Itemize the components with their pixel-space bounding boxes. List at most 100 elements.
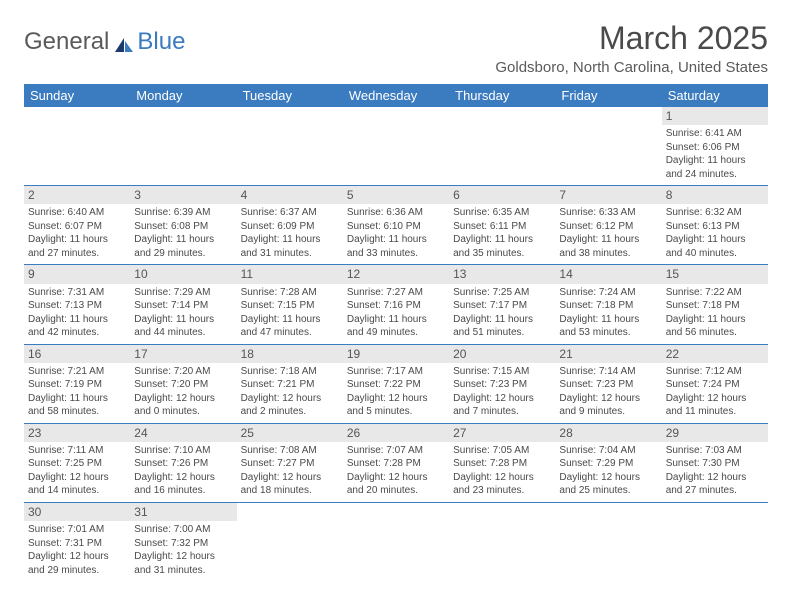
day-cell: 27Sunrise: 7:05 AMSunset: 7:28 PMDayligh… [449,424,555,502]
day-cell: 17 Sunrise: 7:20 AMSunset: 7:20 PMDayligh… [130,345,236,423]
day-cell: 22Sunrise: 7:12 AMSunset: 7:24 PMDayligh… [662,345,768,423]
day-cell: 10Sunrise: 7:29 AMSunset: 7:14 PMDayligh… [130,265,236,343]
empty-cell [449,107,555,185]
day-number: 7 [555,186,661,204]
day-info: Sunrise: 7:20 AMSunset: 7:20 PMDaylight:… [134,365,232,419]
day-number: 6 [449,186,555,204]
empty-cell [555,503,661,581]
day-cell: 29 Sunrise: 7:03 AMSunset: 7:30 PMDayligh… [662,424,768,502]
logo-text-2: Blue [137,28,185,56]
day-info: Sunrise: 7:07 AMSunset: 7:28 PMDaylight:… [347,444,445,498]
day-cell: 5Sunrise: 6:36 AMSunset: 6:10 PMDaylight… [343,186,449,264]
day-number: 3 [130,186,236,204]
day-cell: 15 Sunrise: 7:22 AMSunset: 7:18 PMDayligh… [662,265,768,343]
header: General Blue March 2025 Goldsboro, North… [24,20,768,76]
day-cell: 18Sunrise: 7:18 AMSunset: 7:21 PMDayligh… [237,345,343,423]
day-info: Sunrise: 6:40 AMSunset: 6:07 PMDaylight:… [28,206,126,260]
week-row: 23 Sunrise: 7:11 AMSunset: 7:25 PMDayligh… [24,424,768,503]
day-info: Sunrise: 6:32 AMSunset: 6:13 PMDaylight:… [666,206,764,260]
day-cell: 23 Sunrise: 7:11 AMSunset: 7:25 PMDayligh… [24,424,130,502]
day-cell: 25Sunrise: 7:08 AMSunset: 7:27 PMDayligh… [237,424,343,502]
day-number: 30 [24,503,130,521]
day-info: Sunrise: 7:31 AMSunset: 7:13 PMDaylight:… [28,286,126,340]
day-number: 8 [662,186,768,204]
calendar-body: 1Sunrise: 6:41 AMSunset: 6:06 PMDaylight… [24,107,768,581]
day-info: Sunrise: 7:22 AMSunset: 7:18 PMDaylight:… [666,286,764,340]
day-cell: 2Sunrise: 6:40 AMSunset: 6:07 PMDaylight… [24,186,130,264]
day-cell: 14Sunrise: 7:24 AMSunset: 7:18 PMDayligh… [555,265,661,343]
day-cell: 9 Sunrise: 7:31 AMSunset: 7:13 PMDaylight… [24,265,130,343]
day-number: 16 [24,345,130,363]
week-row: 1Sunrise: 6:41 AMSunset: 6:06 PMDaylight… [24,107,768,186]
day-info: Sunrise: 7:11 AMSunset: 7:25 PMDaylight:… [28,444,126,498]
day-cell: 26Sunrise: 7:07 AMSunset: 7:28 PMDayligh… [343,424,449,502]
day-cell: 4 Sunrise: 6:37 AMSunset: 6:09 PMDaylight… [237,186,343,264]
empty-cell [449,503,555,581]
day-cell: 19 Sunrise: 7:17 AMSunset: 7:22 PMDayligh… [343,345,449,423]
week-row: 9 Sunrise: 7:31 AMSunset: 7:13 PMDaylight… [24,265,768,344]
day-info: Sunrise: 6:37 AMSunset: 6:09 PMDaylight:… [241,206,339,260]
day-info: Sunrise: 6:39 AMSunset: 6:08 PMDaylight:… [134,206,232,260]
day-number: 31 [130,503,236,521]
day-number: 4 [237,186,343,204]
logo: General Blue [24,20,185,56]
day-info: Sunrise: 7:10 AMSunset: 7:26 PMDaylight:… [134,444,232,498]
day-info: Sunrise: 6:41 AMSunset: 6:06 PMDaylight:… [666,127,764,181]
week-row: 2Sunrise: 6:40 AMSunset: 6:07 PMDaylight… [24,186,768,265]
day-number: 15 [662,265,768,283]
day-number: 23 [24,424,130,442]
day-number: 27 [449,424,555,442]
day-number: 17 [130,345,236,363]
day-info: Sunrise: 7:25 AMSunset: 7:17 PMDaylight:… [453,286,551,340]
day-number: 12 [343,265,449,283]
day-header: Sunday [24,84,130,107]
day-cell: 11 Sunrise: 7:28 AMSunset: 7:15 PMDayligh… [237,265,343,343]
month-title: March 2025 [495,20,768,57]
day-number: 19 [343,345,449,363]
day-info: Sunrise: 7:15 AMSunset: 7:23 PMDaylight:… [453,365,551,419]
day-info: Sunrise: 7:27 AMSunset: 7:16 PMDaylight:… [347,286,445,340]
day-number: 20 [449,345,555,363]
calendar: SundayMondayTuesdayWednesdayThursdayFrid… [24,84,768,581]
day-info: Sunrise: 7:14 AMSunset: 7:23 PMDaylight:… [559,365,657,419]
day-cell: 8 Sunrise: 6:32 AMSunset: 6:13 PMDaylight… [662,186,768,264]
day-number: 21 [555,345,661,363]
day-number: 18 [237,345,343,363]
day-header-row: SundayMondayTuesdayWednesdayThursdayFrid… [24,84,768,107]
day-cell: 12 Sunrise: 7:27 AMSunset: 7:16 PMDayligh… [343,265,449,343]
day-cell: 1Sunrise: 6:41 AMSunset: 6:06 PMDaylight… [662,107,768,185]
empty-cell [555,107,661,185]
day-info: Sunrise: 7:01 AMSunset: 7:31 PMDaylight:… [28,523,126,577]
day-cell: 16Sunrise: 7:21 AMSunset: 7:19 PMDayligh… [24,345,130,423]
week-row: 30 Sunrise: 7:01 AMSunset: 7:31 PMDayligh… [24,503,768,581]
day-number: 5 [343,186,449,204]
day-cell: 6Sunrise: 6:35 AMSunset: 6:11 PMDaylight… [449,186,555,264]
day-info: Sunrise: 7:04 AMSunset: 7:29 PMDaylight:… [559,444,657,498]
day-cell: 13 Sunrise: 7:25 AMSunset: 7:17 PMDayligh… [449,265,555,343]
day-number: 28 [555,424,661,442]
day-info: Sunrise: 7:03 AMSunset: 7:30 PMDaylight:… [666,444,764,498]
day-cell: 20 Sunrise: 7:15 AMSunset: 7:23 PMDayligh… [449,345,555,423]
day-info: Sunrise: 7:29 AMSunset: 7:14 PMDaylight:… [134,286,232,340]
day-number: 11 [237,265,343,283]
day-cell: 3 Sunrise: 6:39 AMSunset: 6:08 PMDaylight… [130,186,236,264]
day-info: Sunrise: 7:17 AMSunset: 7:22 PMDaylight:… [347,365,445,419]
day-number: 29 [662,424,768,442]
day-cell: 21 Sunrise: 7:14 AMSunset: 7:23 PMDayligh… [555,345,661,423]
day-info: Sunrise: 7:28 AMSunset: 7:15 PMDaylight:… [241,286,339,340]
day-header: Thursday [449,84,555,107]
empty-cell [343,107,449,185]
day-header: Monday [130,84,236,107]
sail-icon [113,33,135,51]
day-number: 9 [24,265,130,283]
week-row: 16Sunrise: 7:21 AMSunset: 7:19 PMDayligh… [24,345,768,424]
day-number: 14 [555,265,661,283]
day-header: Wednesday [343,84,449,107]
empty-cell [24,107,130,185]
day-header: Tuesday [237,84,343,107]
day-number: 13 [449,265,555,283]
empty-cell [237,107,343,185]
empty-cell [237,503,343,581]
location: Goldsboro, North Carolina, United States [495,59,768,76]
day-cell: 28 Sunrise: 7:04 AMSunset: 7:29 PMDayligh… [555,424,661,502]
